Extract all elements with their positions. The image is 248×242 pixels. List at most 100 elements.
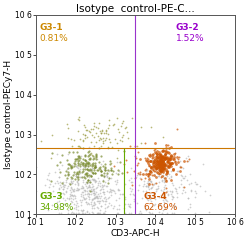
Point xyxy=(162,156,166,160)
Point xyxy=(102,190,106,194)
Point xyxy=(110,188,114,192)
Point xyxy=(69,137,73,141)
Point xyxy=(84,155,88,159)
Point xyxy=(163,206,167,210)
Point xyxy=(57,212,61,215)
Point xyxy=(47,178,51,182)
Point xyxy=(72,206,76,210)
Point xyxy=(88,169,92,173)
Point xyxy=(176,169,180,173)
Point xyxy=(155,165,159,168)
Point xyxy=(167,151,171,155)
Point xyxy=(97,194,101,197)
Point xyxy=(170,161,174,165)
Point xyxy=(144,172,148,176)
Point xyxy=(85,174,89,178)
Point xyxy=(93,165,97,169)
Point xyxy=(69,165,73,169)
Point xyxy=(157,167,161,171)
Point xyxy=(123,197,127,201)
Point xyxy=(111,123,115,127)
Point xyxy=(177,155,181,159)
Point xyxy=(71,150,75,154)
Point xyxy=(147,181,151,185)
Point xyxy=(166,143,170,147)
Point xyxy=(81,157,85,161)
Point xyxy=(73,194,77,198)
Point xyxy=(162,166,166,170)
Point xyxy=(47,171,51,174)
Point xyxy=(64,180,68,183)
Point xyxy=(94,140,98,144)
Point xyxy=(80,184,84,188)
Point xyxy=(71,187,75,191)
Point xyxy=(160,156,164,160)
Point xyxy=(85,192,89,196)
Point xyxy=(91,157,95,161)
Point xyxy=(181,177,185,181)
Point xyxy=(103,184,107,188)
Point xyxy=(112,204,116,208)
Point xyxy=(68,163,72,167)
Point xyxy=(87,183,91,187)
Point xyxy=(80,190,84,194)
Point xyxy=(93,192,97,196)
Point xyxy=(151,191,155,195)
Point xyxy=(155,163,159,167)
Point xyxy=(87,175,91,179)
Point xyxy=(75,188,79,192)
Point xyxy=(61,197,65,200)
Point xyxy=(66,126,70,130)
Point xyxy=(76,183,80,187)
Point xyxy=(172,205,176,209)
Point xyxy=(83,162,87,166)
Point xyxy=(93,179,97,183)
Point xyxy=(151,173,155,176)
Point xyxy=(194,191,198,195)
Point xyxy=(93,154,97,158)
Point xyxy=(156,160,160,164)
Point xyxy=(169,161,173,165)
Point xyxy=(154,155,158,159)
Point xyxy=(77,162,81,166)
Point xyxy=(101,164,105,168)
Point xyxy=(169,174,173,178)
Point xyxy=(93,165,97,169)
Point xyxy=(163,156,167,160)
Point xyxy=(150,185,154,189)
Point xyxy=(155,186,159,190)
Point xyxy=(156,166,160,169)
Point xyxy=(90,133,94,136)
Point xyxy=(153,141,157,144)
Point xyxy=(74,157,78,161)
Point xyxy=(101,212,105,215)
Point xyxy=(160,155,164,159)
Point xyxy=(76,177,80,181)
Point xyxy=(155,156,159,159)
Point xyxy=(165,189,169,193)
Point xyxy=(87,195,91,198)
Point xyxy=(75,186,79,189)
Point xyxy=(171,195,175,199)
Text: 62.69%: 62.69% xyxy=(144,203,178,212)
Point xyxy=(168,161,172,165)
Point xyxy=(85,182,89,185)
Point xyxy=(152,168,155,172)
Point xyxy=(76,172,80,176)
Point xyxy=(94,186,98,189)
Point xyxy=(122,206,126,210)
Point xyxy=(188,205,192,209)
Point xyxy=(156,165,160,169)
Point xyxy=(95,205,99,209)
Point xyxy=(93,190,97,194)
Point xyxy=(66,166,70,170)
Point xyxy=(95,199,99,203)
Point xyxy=(123,195,127,199)
Point xyxy=(67,197,71,200)
Point xyxy=(158,168,162,172)
Point xyxy=(159,162,163,166)
Point xyxy=(154,165,158,169)
Point xyxy=(68,188,72,192)
Point xyxy=(160,174,164,178)
Point xyxy=(98,212,102,215)
